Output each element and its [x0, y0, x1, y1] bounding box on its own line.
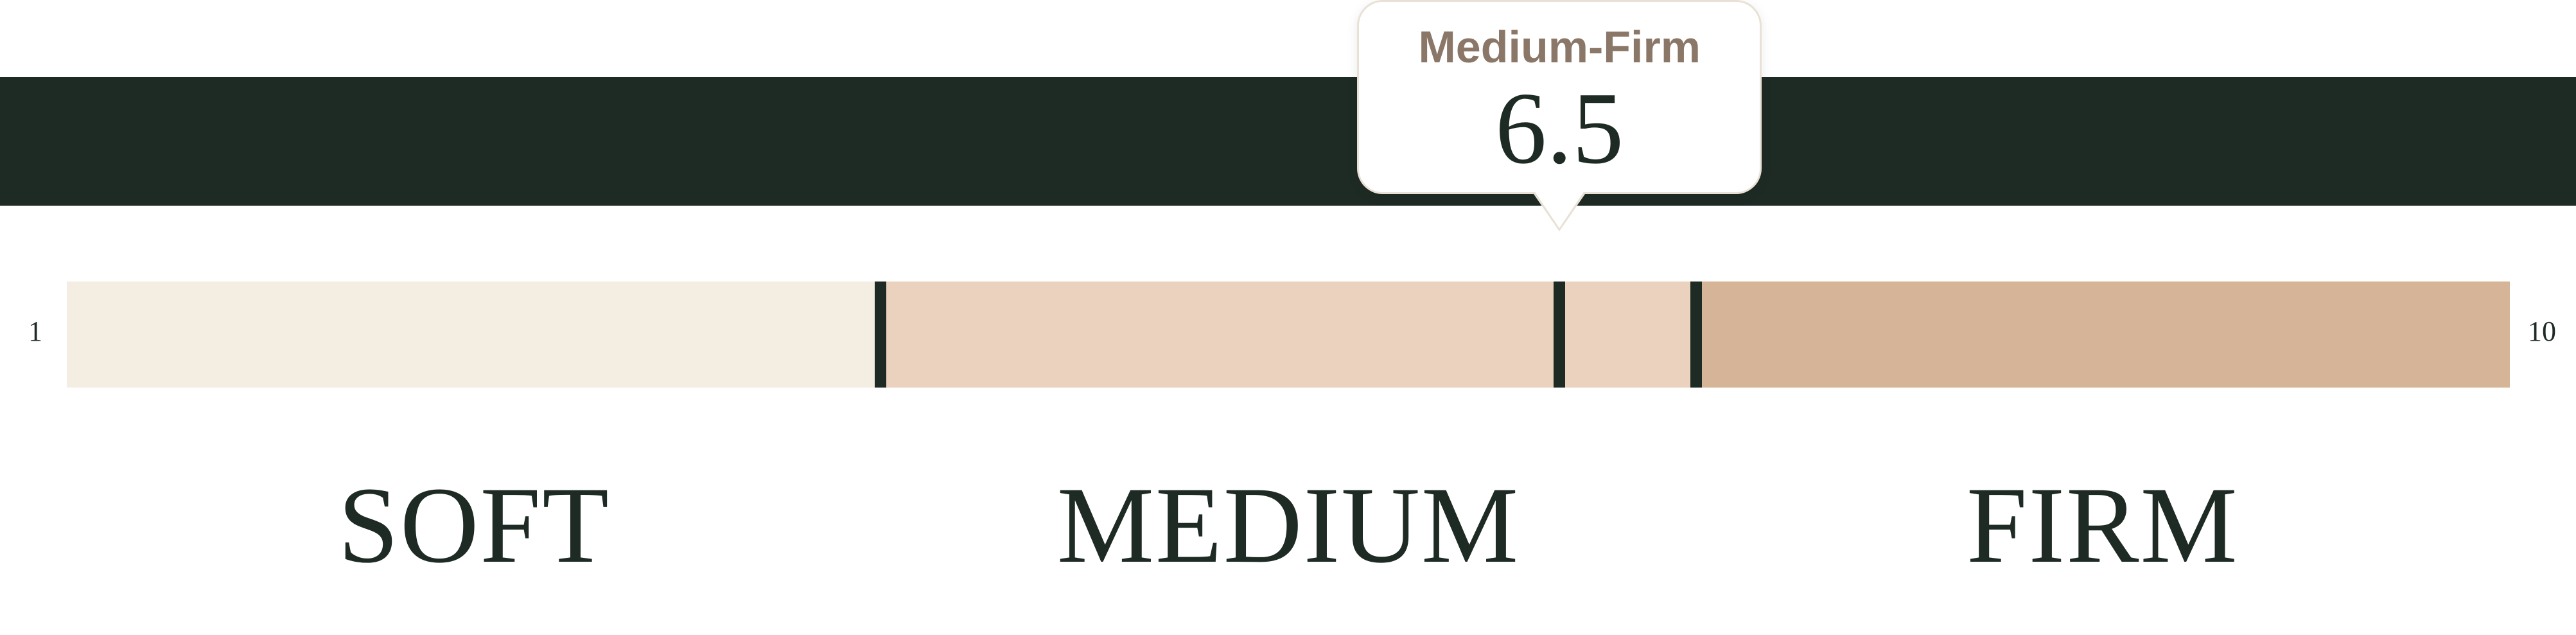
- scale-min-label: 1: [28, 315, 42, 348]
- divider-2: [1690, 282, 1702, 388]
- zone-label-firm: FIRM: [1967, 463, 2239, 588]
- zone-label-medium: MEDIUM: [1057, 463, 1520, 588]
- indicator-tooltip-value: 6.5: [1398, 76, 1721, 179]
- indicator-marker: [1554, 282, 1565, 388]
- segment-firm: [1696, 282, 2510, 388]
- indicator-tooltip-title: Medium-Firm: [1398, 21, 1721, 73]
- firmness-scale: 1 10 SOFT MEDIUM FIRM Medium-Firm 6.5: [0, 0, 2576, 635]
- zone-label-soft: SOFT: [338, 463, 610, 588]
- tooltip-pointer-fill-icon: [1534, 191, 1584, 228]
- header-bar: [0, 77, 2576, 206]
- segment-medium: [881, 282, 1697, 388]
- divider-1: [875, 282, 886, 388]
- scale-track: [67, 282, 2510, 388]
- indicator-tooltip: Medium-Firm 6.5: [1357, 0, 1762, 194]
- scale-max-label: 10: [2528, 315, 2556, 348]
- segment-soft: [67, 282, 881, 388]
